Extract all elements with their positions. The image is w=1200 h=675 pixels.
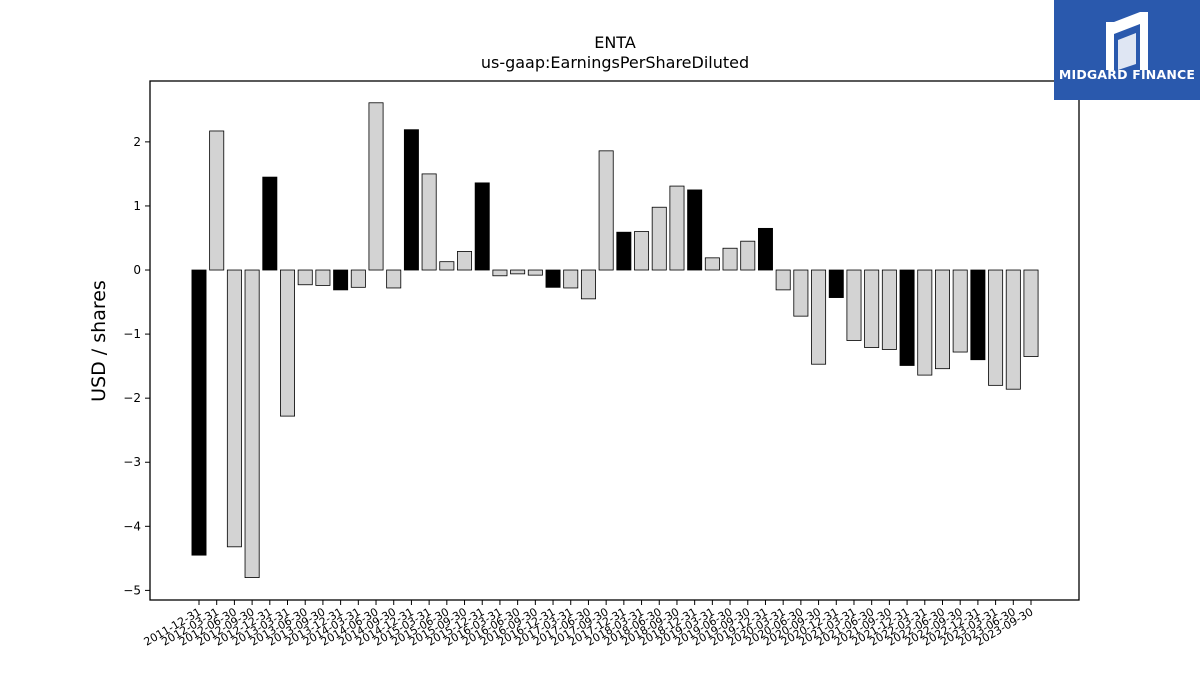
bar-2014-09-30 — [386, 269, 402, 289]
bar-2015-09-30 — [457, 251, 473, 271]
bar-2013-06-30 — [297, 269, 313, 286]
bar-2016-12-31 — [545, 269, 561, 288]
x-ticks-group: 2011-12-312012-03-312012-06-302012-09-30… — [142, 600, 1036, 649]
y-ticks-group: 2 1 0 −1 −2 −3 −4 −5 — [123, 135, 150, 597]
bar-2022-06-30 — [935, 269, 950, 370]
bar-2019-03-31 — [704, 257, 720, 271]
bar-2019-12-31 — [757, 227, 773, 271]
bar-2022-12-31 — [970, 269, 986, 361]
bar-2012-03-31 — [209, 130, 225, 271]
bar-2014-03-31 — [350, 269, 366, 288]
bar-2013-03-31 — [280, 269, 295, 417]
y-tick-label: −5 — [123, 583, 141, 597]
y-tick-label: 1 — [133, 199, 141, 213]
brand-mark-icon — [1106, 12, 1148, 70]
y-tick-label: −4 — [123, 519, 141, 533]
bar-2021-09-30 — [881, 269, 897, 350]
bar-2021-06-30 — [864, 269, 880, 348]
bar-2023-09-30 — [1023, 269, 1039, 357]
bar-2022-03-31 — [917, 269, 933, 376]
y-axis-label: USD / shares — [88, 280, 110, 402]
bar-2023-06-30 — [1005, 269, 1021, 390]
bar-2019-09-30 — [740, 240, 756, 271]
bar-2012-09-30 — [244, 269, 260, 578]
bar-2012-12-31 — [262, 176, 278, 271]
bar-2015-12-31 — [474, 182, 490, 271]
bar-2023-03-31 — [988, 269, 1004, 386]
chart-title: ENTA — [594, 33, 636, 52]
bar-2014-06-30 — [368, 102, 384, 271]
bar-2017-03-31 — [563, 269, 579, 289]
brand-logo: MIDGARD FINANCE — [1054, 0, 1200, 100]
bar-2018-09-30 — [669, 185, 685, 271]
bar-2020-03-31 — [775, 269, 791, 291]
y-tick-label: 0 — [133, 263, 141, 277]
bar-2013-09-30 — [315, 269, 331, 286]
bar-2021-12-31 — [899, 269, 915, 366]
bar-2018-03-31 — [634, 231, 650, 271]
bar-2017-09-30 — [598, 150, 614, 271]
bar-2014-12-31 — [403, 129, 419, 271]
bar-2020-12-31 — [828, 269, 844, 298]
y-tick-label: −3 — [123, 455, 141, 469]
bar-2015-03-31 — [421, 173, 437, 271]
bar-2020-06-30 — [793, 269, 809, 317]
chart-subtitle: us-gaap:EarningsPerShareDiluted — [481, 53, 749, 72]
plot-frame — [149, 80, 1080, 601]
y-tick-label: −1 — [123, 327, 141, 341]
bar-2016-06-30 — [510, 269, 526, 275]
bar-2017-12-31 — [616, 231, 632, 271]
bar-2019-06-30 — [722, 247, 738, 271]
bar-2021-03-31 — [846, 269, 862, 341]
bars-group — [191, 102, 1039, 578]
bar-2016-03-31 — [492, 269, 508, 277]
bar-2018-06-30 — [651, 206, 667, 271]
bar-2015-06-30 — [439, 261, 455, 271]
brand-name: MIDGARD FINANCE — [1058, 67, 1196, 82]
bar-2020-09-30 — [811, 269, 827, 365]
bar-2012-06-30 — [226, 269, 242, 548]
bar-2013-12-31 — [333, 269, 349, 291]
bar-2016-09-30 — [527, 269, 543, 276]
y-tick-label: −2 — [123, 391, 141, 405]
bar-2011-12-31 — [191, 269, 207, 556]
bar-2022-09-30 — [952, 269, 968, 353]
bar-2018-12-31 — [687, 189, 703, 271]
bar-2017-06-30 — [580, 269, 596, 300]
y-tick-label: 2 — [133, 135, 141, 149]
